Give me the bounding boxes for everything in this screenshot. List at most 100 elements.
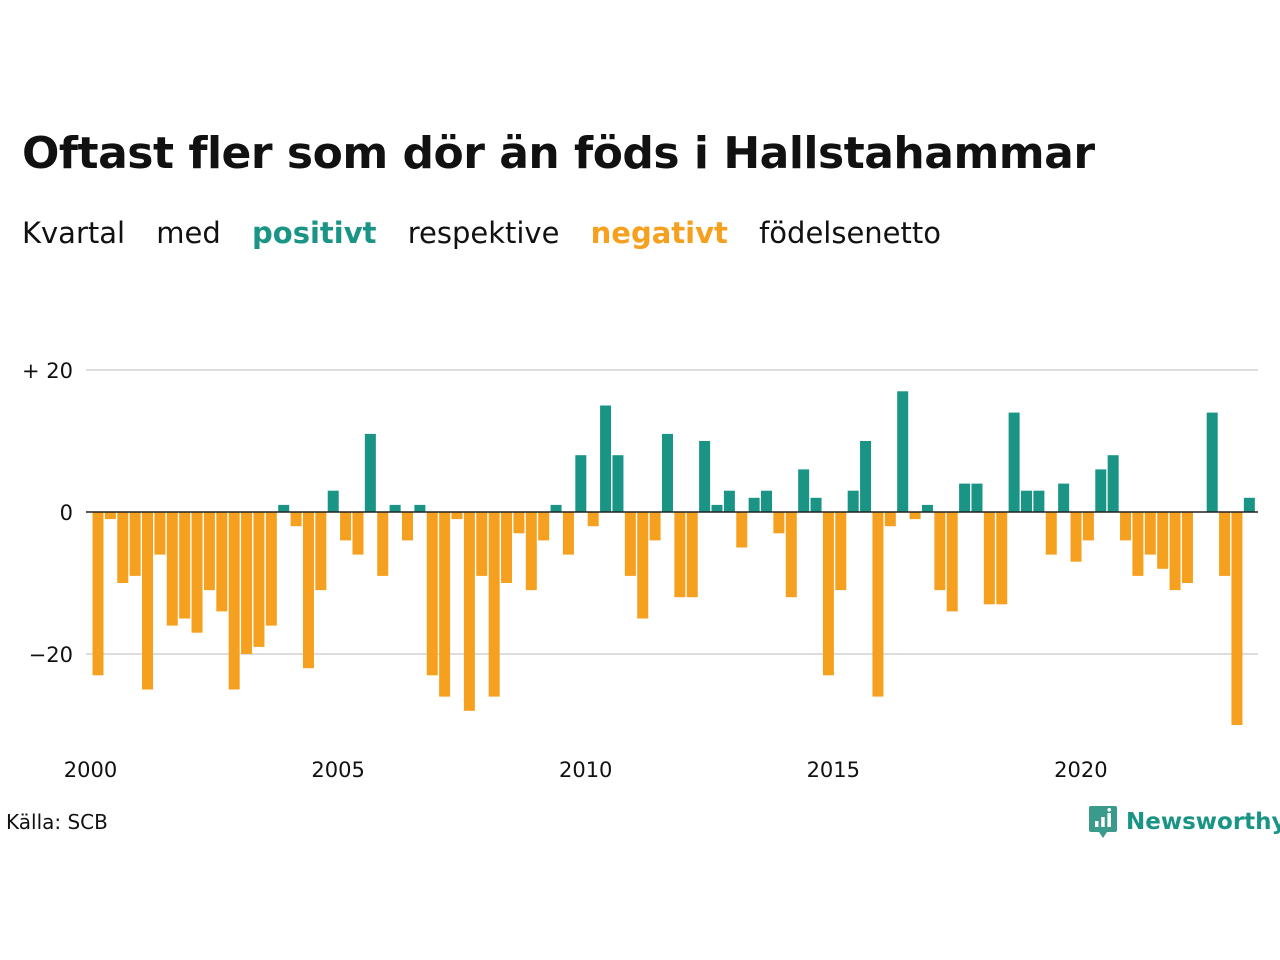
bar [451, 512, 463, 520]
chart-subtitle: Kvartal med positivt respektive negativt… [22, 216, 963, 250]
bar [810, 497, 822, 512]
bar [1206, 412, 1218, 512]
bar [1231, 512, 1243, 725]
bar [389, 504, 401, 512]
bar [686, 512, 698, 598]
bar [315, 512, 327, 591]
bar [241, 512, 253, 654]
bar [1157, 512, 1169, 569]
bar [971, 483, 983, 512]
subtitle-word-kvartal: Kvartal [22, 216, 126, 250]
bar [872, 512, 884, 697]
bar [476, 512, 488, 576]
bar [439, 512, 451, 697]
bar [996, 512, 1008, 605]
bar [92, 512, 104, 676]
bar [203, 512, 215, 591]
newsworthy-logo: Newsworthy [1088, 804, 1280, 840]
bar [723, 490, 735, 512]
newsworthy-logo-icon [1089, 806, 1117, 838]
bar [352, 512, 364, 555]
bar [142, 512, 154, 690]
bar [736, 512, 748, 548]
subtitle-word-med: med [156, 216, 221, 250]
chart-title: Oftast fler som dör än föds i Hallstaham… [22, 128, 1095, 179]
bar [1132, 512, 1144, 576]
bar [587, 512, 599, 527]
bar [798, 469, 810, 512]
bar [191, 512, 203, 633]
subtitle-word-respektive: respektive [407, 216, 560, 250]
bar [562, 512, 574, 555]
bar [154, 512, 166, 555]
bar [377, 512, 389, 576]
bar [402, 512, 413, 541]
bar [649, 512, 661, 541]
bar [1095, 469, 1107, 512]
bar [1219, 512, 1231, 576]
x-tick-label: 2020 [1054, 758, 1107, 782]
bar [216, 512, 228, 612]
bar [1243, 497, 1255, 512]
bar [612, 455, 624, 512]
bar [1045, 512, 1057, 555]
bar [674, 512, 686, 598]
bar [983, 512, 995, 605]
bar [1181, 512, 1193, 583]
x-tick-label: 2000 [64, 758, 117, 782]
bar [525, 512, 537, 591]
bar [1169, 512, 1181, 591]
bar [1008, 412, 1020, 512]
bar [773, 512, 785, 534]
y-tick-label: −20 [29, 643, 73, 667]
bar [117, 512, 129, 583]
bar [1082, 512, 1094, 541]
bar [711, 504, 723, 512]
bar [1144, 512, 1156, 555]
bar [129, 512, 141, 576]
y-tick-label: 0 [60, 501, 73, 525]
bar [921, 504, 933, 512]
bar [785, 512, 797, 598]
bar [166, 512, 178, 626]
brand-name: Newsworthy [1126, 809, 1280, 835]
bar [104, 512, 116, 520]
x-tick-label: 2010 [559, 758, 612, 782]
bar [1120, 512, 1132, 541]
bar [946, 512, 958, 612]
bar [884, 512, 896, 527]
bar [414, 504, 426, 512]
y-tick-label: + 20 [22, 359, 73, 383]
bar [909, 512, 921, 520]
bar [847, 490, 859, 512]
bar [488, 512, 500, 697]
bar [1021, 490, 1032, 512]
x-tick-label: 2005 [311, 758, 364, 782]
subtitle-positive-word: positivt [252, 216, 377, 250]
bar [290, 512, 302, 527]
bar [327, 490, 339, 512]
bar [575, 455, 587, 512]
bar [463, 512, 475, 711]
bar [501, 512, 513, 583]
bar [822, 512, 834, 676]
bar [835, 512, 847, 591]
bar [1107, 455, 1119, 512]
subtitle-negative-word: negativt [590, 216, 728, 250]
bar [179, 512, 191, 619]
bar [278, 504, 290, 512]
bar [860, 441, 872, 512]
bar [959, 483, 971, 512]
bar [699, 441, 711, 512]
subtitle-word-fodelsenetto: födelsenetto [759, 216, 941, 250]
x-tick-label: 2015 [807, 758, 860, 782]
bar [661, 433, 673, 512]
bar [253, 512, 265, 647]
bar [1058, 483, 1070, 512]
bar [340, 512, 352, 541]
source-note: Källa: SCB [6, 810, 108, 834]
bar [265, 512, 277, 626]
bar [538, 512, 550, 541]
bar [600, 405, 612, 512]
bar [550, 504, 562, 512]
